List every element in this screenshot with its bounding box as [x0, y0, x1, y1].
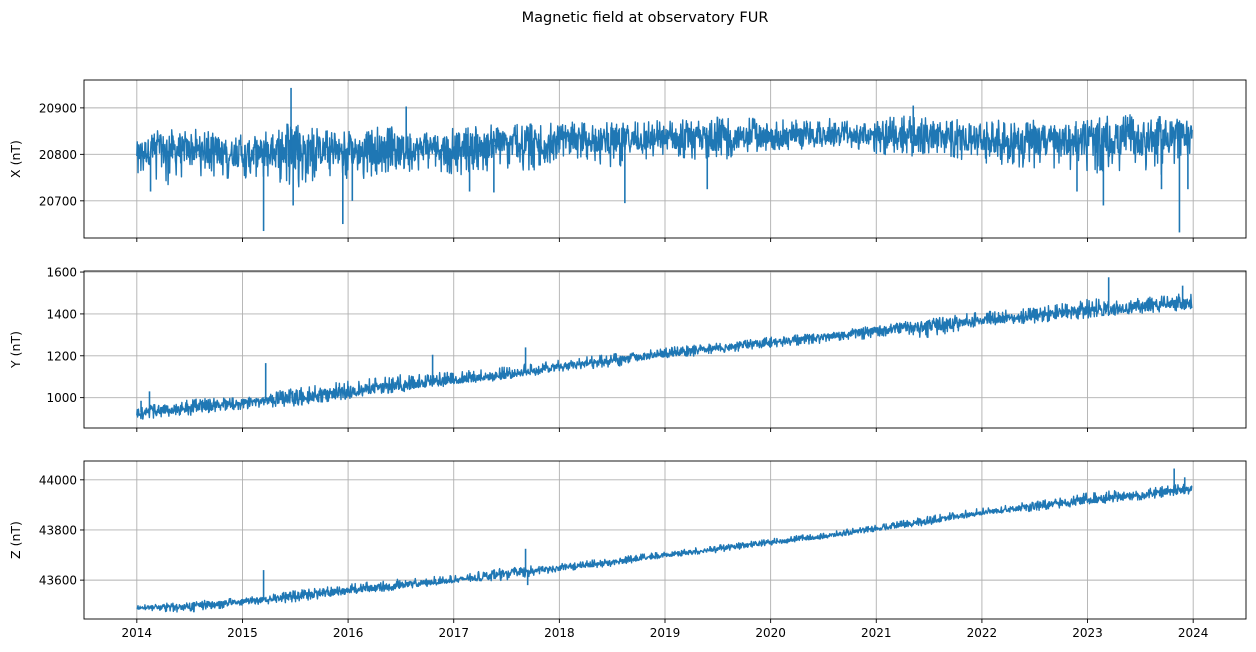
y-tick-label: 1400 — [46, 307, 77, 321]
x-tick-label: 2020 — [755, 626, 786, 640]
series-group — [136, 277, 1193, 420]
figure-title: Magnetic field at observatory FUR — [522, 10, 769, 26]
y-tick-label: 43600 — [39, 574, 77, 588]
series-group — [136, 87, 1193, 233]
y-tick-label: 20900 — [39, 101, 77, 115]
x-tick-label: 2018 — [544, 626, 575, 640]
subplot-1: 20700 20800 20900 X (nT) — [8, 79, 1247, 242]
y-axis-label: Y (nT) — [8, 331, 23, 369]
x-tick-label: 2022 — [967, 626, 998, 640]
x-tick-label: 2014 — [122, 626, 153, 640]
series-line — [136, 483, 1193, 613]
y-tick-label: 20800 — [39, 148, 77, 162]
series-group — [136, 468, 1193, 613]
subplot-3: 2014 2015 2016 2017 2018 2019 2020 2021 2022 2023… — [8, 460, 1247, 640]
subplot-2: 1000 1200 1400 1600 Y (nT) — [8, 266, 1247, 432]
y-axis-label: X (nT) — [8, 140, 23, 178]
x-tick-label: 2024 — [1178, 626, 1209, 640]
x-tick-label: 2021 — [861, 626, 892, 640]
series-line — [136, 293, 1193, 420]
y-tick-label: 44000 — [39, 473, 77, 487]
y-tick-label: 1200 — [46, 349, 77, 363]
y-tick-label: 20700 — [39, 194, 77, 208]
series-line — [136, 114, 1193, 188]
x-tick-label: 2016 — [333, 626, 364, 640]
x-tick-label: 2023 — [1072, 626, 1103, 640]
subplots: 20700 20800 20900 X (nT) 1000 1200 1400 1600 Y (… — [8, 79, 1247, 640]
x-tick-label: 2019 — [650, 626, 681, 640]
y-tick-label: 1000 — [46, 391, 77, 405]
y-tick-label: 1600 — [46, 266, 77, 280]
y-axis-label: Z (nT) — [8, 521, 23, 559]
x-tick-label: 2015 — [227, 626, 258, 640]
y-tick-label: 43800 — [39, 523, 77, 537]
x-tick-label: 2017 — [438, 626, 469, 640]
